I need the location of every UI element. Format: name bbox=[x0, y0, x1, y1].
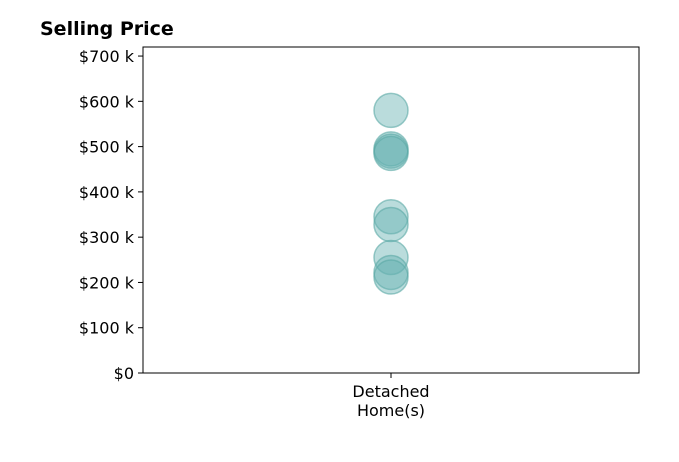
y-axis: $0 $100 k $200 k $300 k $400 k $500 k $600 k $7… bbox=[79, 47, 143, 383]
x-tick-label: Home(s) bbox=[357, 401, 425, 420]
data-points bbox=[373, 92, 409, 295]
x-tick-label: Detached bbox=[352, 382, 429, 401]
y-tick-label: $700 k bbox=[79, 47, 135, 66]
data-point bbox=[373, 206, 409, 243]
y-tick-label: $600 k bbox=[79, 92, 135, 111]
data-point bbox=[373, 259, 409, 295]
data-point bbox=[373, 239, 409, 276]
y-tick-label: $200 k bbox=[79, 273, 135, 292]
data-point bbox=[373, 199, 409, 235]
y-tick-label: $500 k bbox=[79, 138, 135, 157]
data-point bbox=[373, 135, 409, 172]
y-tick-label: $0 bbox=[114, 364, 134, 383]
data-point bbox=[373, 92, 409, 129]
y-tick-label: $400 k bbox=[79, 183, 135, 202]
y-tick-label: $300 k bbox=[79, 228, 135, 247]
y-tick-label: $100 k bbox=[79, 319, 135, 338]
chart-title: Selling Price bbox=[40, 18, 174, 40]
